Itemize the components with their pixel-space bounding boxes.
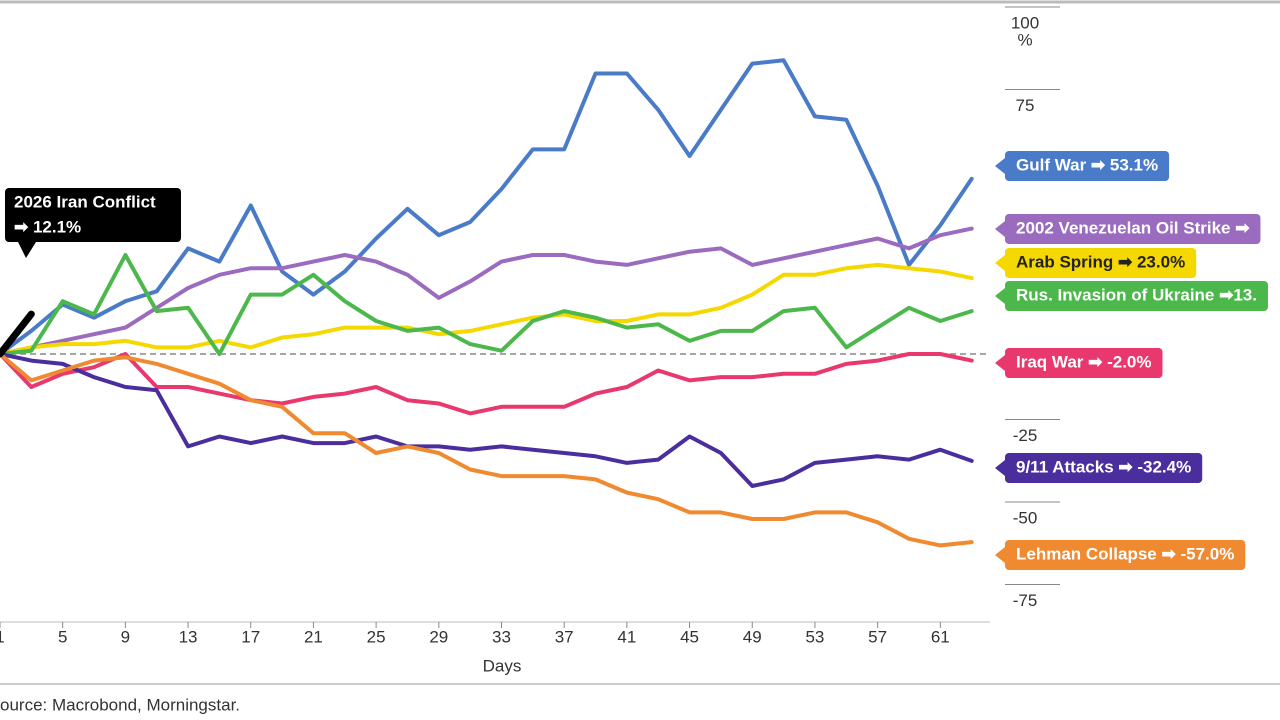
callout-box: [1005, 348, 1163, 378]
callout-box: [1005, 281, 1268, 311]
callout-pointer: [995, 255, 1005, 271]
callout-label: Gulf War ➡ 53.1%: [1016, 155, 1158, 174]
callout-box: [5, 188, 181, 242]
series-line: [0, 262, 974, 356]
callout: 2026 Iran Conflict ➡ 12.1%: [5, 188, 181, 258]
callout: Arab Spring ➡ 23.0%: [995, 248, 1197, 278]
y-tick-label: 100: [1011, 13, 1039, 32]
callout-box: [1005, 248, 1197, 278]
callout-pointer: [995, 547, 1005, 563]
x-tick-label: 5: [58, 627, 67, 646]
callout-label: ➡ 12.1%: [14, 217, 81, 236]
callout-pointer: [18, 242, 36, 258]
x-tick-label: 9: [121, 627, 130, 646]
callout-pointer: [995, 221, 1005, 237]
x-tick-label: 1: [0, 627, 5, 646]
callout: Lehman Collapse ➡ -57.0%: [995, 540, 1246, 570]
callout: 9/11 Attacks ➡ -32.4%: [995, 453, 1203, 483]
series-line: [0, 352, 974, 416]
y-tick-label: -75: [1013, 591, 1038, 610]
x-tick-label: 45: [680, 627, 699, 646]
x-tick-label: 29: [429, 627, 448, 646]
y-tick-label: -25: [1013, 426, 1038, 445]
x-axis-label: Days: [483, 656, 522, 675]
x-tick-label: 53: [805, 627, 824, 646]
callout-pointer: [995, 158, 1005, 174]
series-line: [0, 253, 974, 356]
callout-pointer: [995, 288, 1005, 304]
y-tick-label: -50: [1013, 508, 1038, 527]
callout: 2002 Venezuelan Oil Strike ➡: [995, 214, 1261, 244]
x-tick-label: 37: [555, 627, 574, 646]
callout-box: [1005, 151, 1170, 181]
callout-box: [1005, 540, 1246, 570]
callout-label: Rus. Invasion of Ukraine ➡13.: [1016, 285, 1257, 304]
x-tick-label: 33: [492, 627, 511, 646]
callout-label: Arab Spring ➡ 23.0%: [1016, 252, 1185, 271]
callout-label: 9/11 Attacks ➡ -32.4%: [1016, 457, 1191, 476]
y-tick-label: 75: [1016, 96, 1035, 115]
callout: Gulf War ➡ 53.1%: [995, 151, 1170, 181]
y-unit: %: [1017, 30, 1032, 49]
x-tick-label: 25: [367, 627, 386, 646]
series-line: [0, 58, 974, 356]
callout: Iraq War ➡ -2.0%: [995, 348, 1163, 378]
x-tick-label: 57: [868, 627, 887, 646]
series-line: [0, 310, 35, 358]
series-line: [0, 226, 974, 356]
callout-box: [1005, 453, 1203, 483]
x-tick-label: 41: [617, 627, 636, 646]
x-tick-label: 17: [241, 627, 260, 646]
callout: Rus. Invasion of Ukraine ➡13.: [995, 281, 1268, 311]
callout-label: 2002 Venezuelan Oil Strike ➡: [1016, 218, 1250, 237]
x-tick-label: 61: [931, 627, 950, 646]
series-line: [0, 352, 974, 548]
series-line: [0, 352, 974, 488]
callout-label: Lehman Collapse ➡ -57.0%: [1016, 544, 1234, 563]
callout-label: Iraq War ➡ -2.0%: [1016, 352, 1152, 371]
x-tick-label: 13: [179, 627, 198, 646]
x-tick-label: 49: [743, 627, 762, 646]
callout-pointer: [995, 355, 1005, 371]
callout-box: [1005, 214, 1261, 244]
callout-pointer: [995, 460, 1005, 476]
source: ource: Macrobond, Morningstar.: [0, 695, 240, 714]
x-tick-label: 21: [304, 627, 323, 646]
callout-label: 2026 Iran Conflict: [14, 192, 156, 211]
